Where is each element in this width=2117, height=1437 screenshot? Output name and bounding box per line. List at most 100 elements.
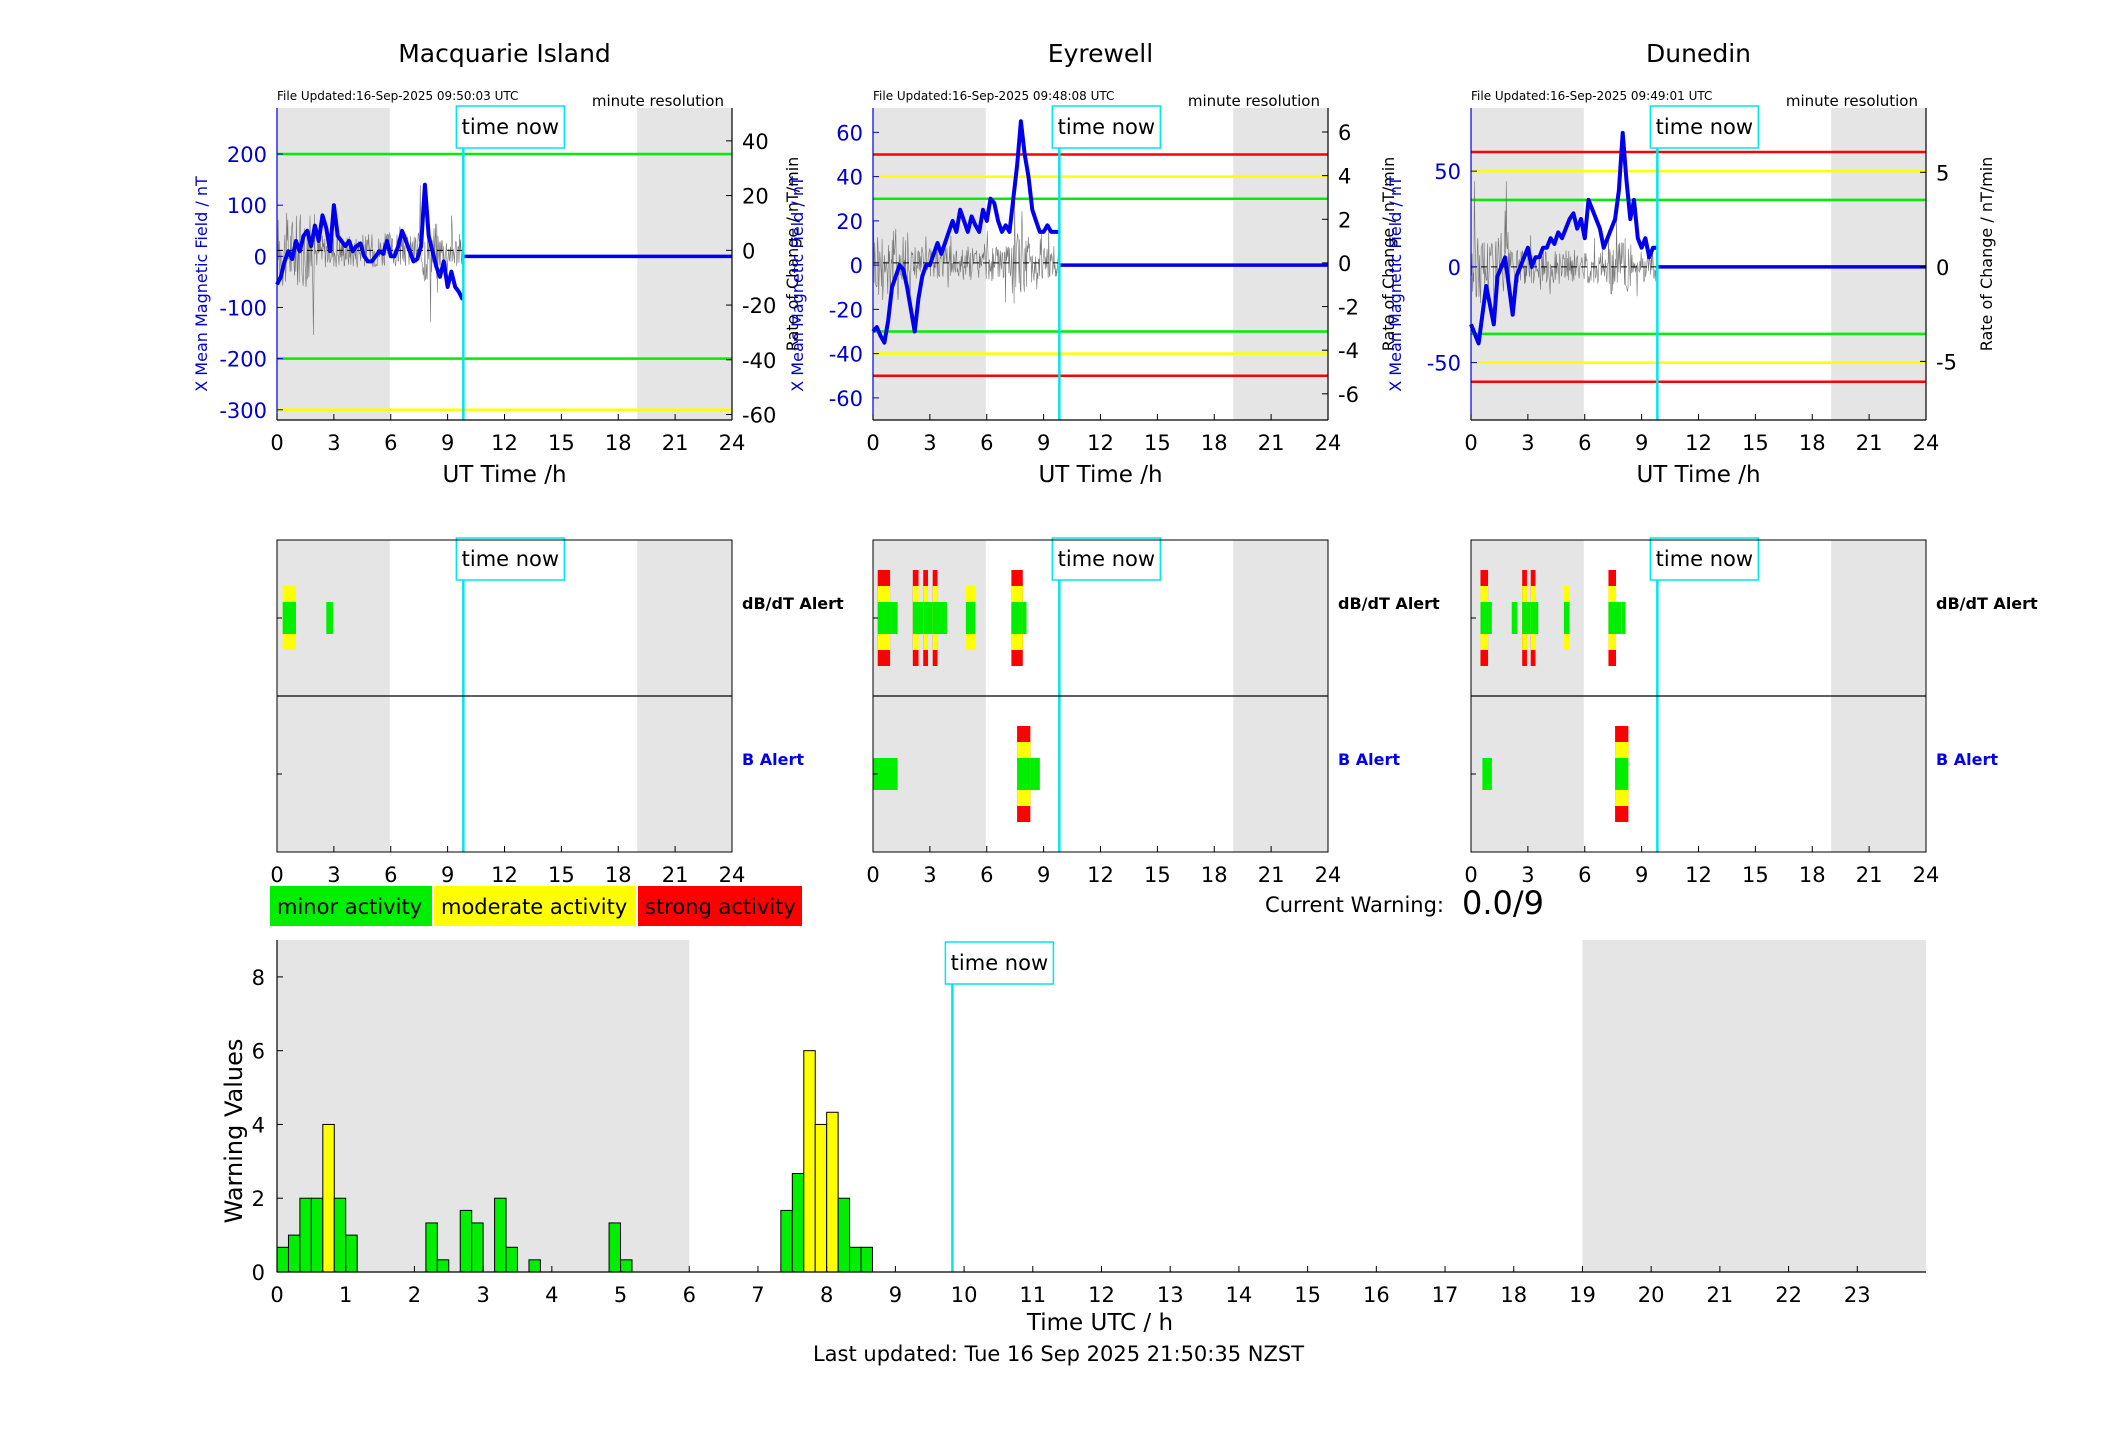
warning-bar <box>333 1197 347 1273</box>
x-tick-label: 9 <box>1037 431 1050 455</box>
x-tick-label: 9 <box>1037 863 1050 887</box>
y-axis-label: Warning Values <box>220 1039 248 1224</box>
dbdt-alert-block <box>326 602 333 634</box>
x-tick-label: 16 <box>1363 1283 1390 1307</box>
file-updated-text: File Updated:16-Sep-2025 09:50:03 UTC <box>277 89 518 103</box>
time-now-box <box>1051 537 1162 581</box>
warning-bar <box>780 1209 793 1273</box>
x-tick-label: 5 <box>614 1283 627 1307</box>
x-tick-label: 6 <box>384 863 397 887</box>
station-title: Dunedin <box>1646 39 1751 68</box>
x-tick-label: 20 <box>1638 1283 1665 1307</box>
x-tick-label: 12 <box>1685 431 1712 455</box>
warning-bar <box>425 1222 438 1273</box>
time-now-label: time now <box>1656 115 1753 139</box>
x-tick-label: 18 <box>605 863 632 887</box>
left-tick-label: 60 <box>836 121 863 145</box>
mean-field-line <box>275 182 465 301</box>
right-tick-label: -20 <box>742 294 776 318</box>
right-tick-label: -40 <box>742 349 776 373</box>
mean-field-line <box>1469 130 1657 346</box>
x-tick-label: 18 <box>605 431 632 455</box>
x-tick-label: 18 <box>1799 863 1826 887</box>
x-axis-label: UT Time /h <box>1038 462 1162 488</box>
x-tick-label: 9 <box>1635 431 1648 455</box>
left-tick-label: 200 <box>227 143 267 167</box>
time-now-label: time now <box>1656 547 1753 571</box>
warning-bar <box>471 1222 484 1273</box>
right-axis-label: Rate of Change / nT/min <box>1977 157 1996 352</box>
x-tick-label: 9 <box>441 431 454 455</box>
x-tick-label: 15 <box>1742 863 1769 887</box>
b-alert-block <box>1030 758 1040 790</box>
left-tick-label: -300 <box>219 399 267 423</box>
legend-label: minor activity <box>277 895 422 919</box>
x-tick-label: 6 <box>980 863 993 887</box>
x-tick-label: 21 <box>1258 431 1285 455</box>
warning-bar <box>459 1209 473 1273</box>
dbdt-alert-block <box>912 602 919 634</box>
warning-bar <box>608 1222 622 1273</box>
x-tick-label: 21 <box>1856 431 1883 455</box>
right-tick-label: 40 <box>742 130 769 154</box>
warning-bar <box>620 1259 633 1273</box>
x-axis-label: UT Time /h <box>1636 462 1760 488</box>
night-shading <box>1831 108 1926 420</box>
dbdt-alert-block <box>1022 602 1027 634</box>
left-axis-label: X Mean Magnetic Field / nT <box>788 176 807 392</box>
x-tick-label: 24 <box>1913 431 1940 455</box>
station-title: Macquarie Island <box>398 39 611 68</box>
dbdt-alert-block <box>937 602 947 634</box>
dbdt-alert-block <box>1526 602 1531 634</box>
dbdt-alert-block <box>877 602 891 634</box>
time-now-label: time now <box>1058 115 1155 139</box>
x-tick-label: 3 <box>923 431 936 455</box>
dbdt-alert-block <box>1011 602 1023 634</box>
warning-bar <box>287 1234 301 1273</box>
b-alert-label: B Alert <box>1338 750 1400 769</box>
x-tick-label: 15 <box>548 863 575 887</box>
x-tick-label: 6 <box>1578 863 1591 887</box>
x-tick-label: 1 <box>339 1283 352 1307</box>
x-tick-label: 4 <box>545 1283 558 1307</box>
x-tick-label: 15 <box>1144 863 1171 887</box>
right-tick-label: 4 <box>1338 165 1351 189</box>
x-tick-label: 24 <box>719 863 746 887</box>
left-axis-label: X Mean Magnetic Field / nT <box>192 176 211 392</box>
legend-swatch <box>434 886 636 926</box>
warning-bar <box>310 1197 324 1273</box>
time-now-label: time now <box>1058 547 1155 571</box>
left-tick-label: 20 <box>836 210 863 234</box>
x-tick-label: 3 <box>1521 431 1534 455</box>
b-alert-block <box>1482 758 1492 790</box>
x-tick-label: 11 <box>1019 1283 1046 1307</box>
warning-bar <box>826 1111 839 1273</box>
x-tick-label: 18 <box>1201 863 1228 887</box>
x-tick-label: 0 <box>270 1283 283 1307</box>
dbdt-alert-block <box>282 602 296 634</box>
x-tick-label: 2 <box>408 1283 421 1307</box>
resolution-label: minute resolution <box>1188 92 1320 110</box>
dbdt-alert-block <box>932 602 938 634</box>
x-tick-label: 9 <box>1635 863 1648 887</box>
x-tick-label: 18 <box>1500 1283 1527 1307</box>
warning-bar <box>345 1234 358 1273</box>
night-shading <box>637 108 732 420</box>
x-tick-label: 6 <box>384 431 397 455</box>
legend-swatch <box>270 886 432 926</box>
x-tick-label: 12 <box>491 863 518 887</box>
x-tick-label: 0 <box>1464 863 1477 887</box>
x-tick-label: 21 <box>662 863 689 887</box>
x-tick-label: 17 <box>1432 1283 1459 1307</box>
file-updated-text: File Updated:16-Sep-2025 09:49:01 UTC <box>1471 89 1712 103</box>
dbdt-alert-block <box>927 602 933 634</box>
right-tick-label: 5 <box>1936 161 1949 185</box>
x-tick-label: 24 <box>1315 431 1342 455</box>
right-tick-label: -5 <box>1936 350 1957 374</box>
x-tick-label: 12 <box>1685 863 1712 887</box>
x-tick-label: 6 <box>683 1283 696 1307</box>
dbdt-alert-block <box>890 602 898 634</box>
dbdt-alert-block <box>1563 602 1570 634</box>
